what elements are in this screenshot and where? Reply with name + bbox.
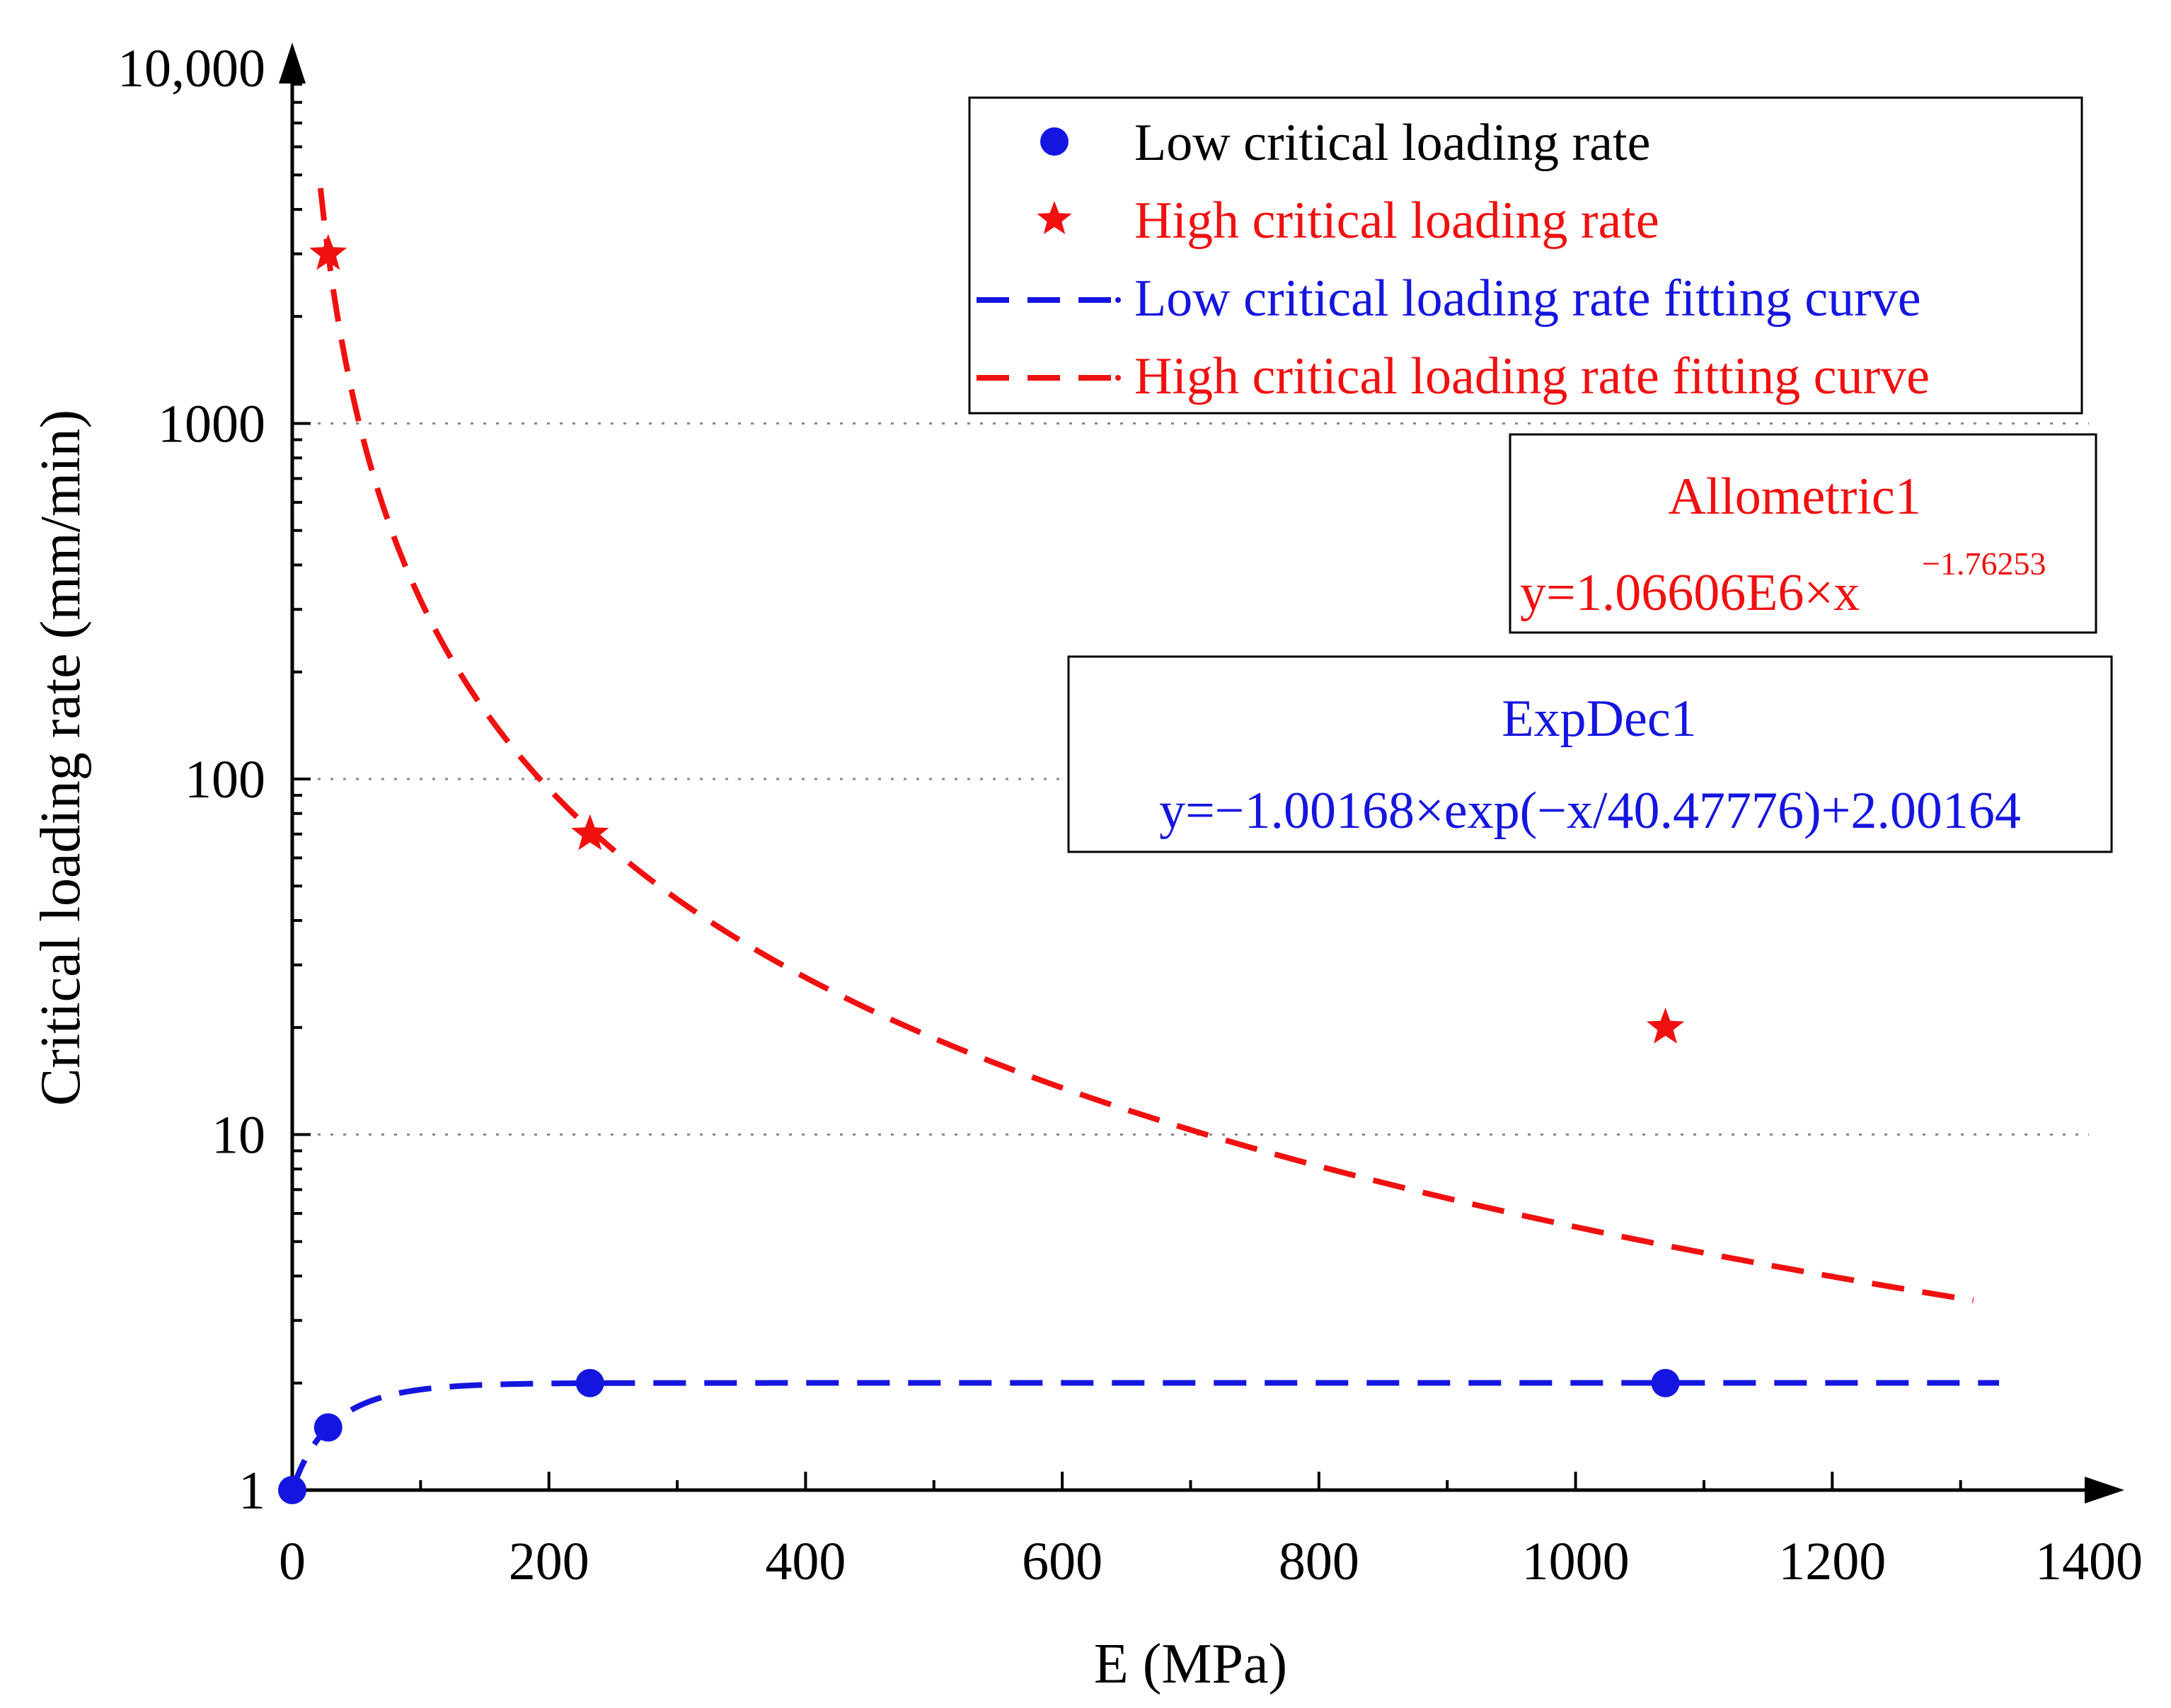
legend-marker-circle xyxy=(1040,127,1069,156)
x-axis-label: E (MPa) xyxy=(1094,1633,1287,1695)
legend-marker-dot xyxy=(1115,375,1121,381)
data-point-high xyxy=(1646,1008,1685,1044)
legend-label: High critical loading rate fitting curve xyxy=(1134,347,1930,405)
y-axis-label: Critical loading rate (mm/min) xyxy=(30,410,92,1106)
data-point-low xyxy=(1651,1368,1680,1397)
annotation-equation-base: y=1.06606E6×x xyxy=(1520,564,1860,622)
y-tick-label: 100 xyxy=(185,750,265,809)
x-axis-arrow xyxy=(2085,1477,2124,1504)
data-point-low xyxy=(575,1368,604,1397)
y-axis-arrow xyxy=(279,42,306,83)
x-tick-label: 600 xyxy=(1022,1532,1102,1591)
annotation-equation: y=−1.00168×exp(−x/40.47776)+2.00164 xyxy=(1159,782,2021,840)
annotations: Allometric1 y=1.06606E6×x −1.76253 ExpDec1 y… xyxy=(1067,433,2113,853)
y-tick-label: 10,000 xyxy=(117,39,265,98)
axis-labels: E (MPa) Critical loading rate (mm/min) xyxy=(30,410,1287,1695)
x-tick-label: 1000 xyxy=(1522,1532,1630,1591)
y-tick-label: 1000 xyxy=(158,395,265,454)
y-tick-label: 10 xyxy=(212,1106,265,1165)
legend-marker-star xyxy=(1037,201,1072,235)
data-point-low xyxy=(313,1413,342,1442)
tick-labels: 0 200 400 600 800 1000 1200 1400 1 10 100 1000 10,00… xyxy=(117,39,2143,1591)
legend-label: High critical loading rate xyxy=(1134,192,1659,250)
data-point-high xyxy=(309,233,347,270)
data-point-high xyxy=(571,814,609,850)
x-tick-label: 1400 xyxy=(2035,1532,2143,1591)
y-tick-label: 1 xyxy=(238,1461,265,1521)
x-tick-label: 1200 xyxy=(1778,1532,1886,1591)
data-point-low xyxy=(278,1476,306,1504)
annotation-box-allometric xyxy=(1509,433,2097,634)
legend: Low critical loading rate High critical l… xyxy=(968,96,2083,415)
x-tick-label: 0 xyxy=(279,1532,306,1591)
x-tick-label: 800 xyxy=(1279,1532,1359,1591)
annotation-equation-exponent: −1.76253 xyxy=(1922,546,2046,582)
annotation-title: Allometric1 xyxy=(1668,468,1921,526)
data-points xyxy=(278,233,1685,1504)
annotation-title: ExpDec1 xyxy=(1502,690,1696,748)
x-tick-label: 400 xyxy=(765,1532,846,1591)
x-tick-label: 200 xyxy=(509,1532,589,1591)
legend-marker-dot xyxy=(1115,297,1121,303)
annotation-box-expdec xyxy=(1067,655,2113,853)
legend-label: Low critical loading rate fitting curve xyxy=(1134,270,1921,328)
legend-box xyxy=(968,96,2083,415)
legend-label: Low critical loading rate xyxy=(1134,114,1650,172)
